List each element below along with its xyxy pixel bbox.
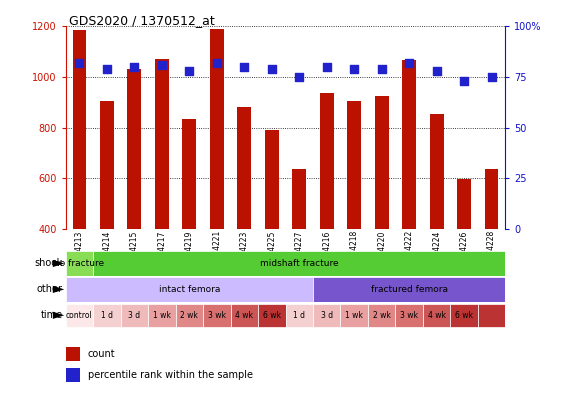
Bar <box>485 169 498 229</box>
Bar <box>478 304 505 327</box>
Text: control: control <box>66 311 93 320</box>
Text: intact femora: intact femora <box>159 285 220 294</box>
Bar <box>176 304 203 327</box>
Text: 3 wk: 3 wk <box>208 311 226 320</box>
Bar <box>375 96 388 229</box>
Text: GDS2020 / 1370512_at: GDS2020 / 1370512_at <box>69 14 214 27</box>
Bar <box>210 29 224 229</box>
Bar <box>368 304 395 327</box>
Point <box>130 64 139 70</box>
Bar <box>148 304 176 327</box>
Bar <box>457 179 471 229</box>
Bar <box>100 101 114 229</box>
Bar <box>66 251 93 276</box>
Bar <box>286 304 313 327</box>
Point <box>349 66 359 72</box>
Text: no fracture: no fracture <box>54 259 104 268</box>
Polygon shape <box>53 260 64 267</box>
Text: shock: shock <box>35 258 63 269</box>
Point <box>405 60 414 66</box>
Bar <box>183 119 196 229</box>
Bar <box>73 30 86 229</box>
Bar <box>155 59 168 229</box>
Text: fractured femora: fractured femora <box>371 285 448 294</box>
Bar <box>313 277 505 302</box>
Text: 3 d: 3 d <box>321 311 333 320</box>
Point <box>322 64 331 70</box>
Point <box>432 68 441 74</box>
Point <box>487 74 496 80</box>
Point <box>295 74 304 80</box>
Text: 1 d: 1 d <box>293 311 305 320</box>
Bar <box>120 304 148 327</box>
Bar <box>292 169 306 229</box>
Point <box>185 68 194 74</box>
Text: percentile rank within the sample: percentile rank within the sample <box>88 370 252 380</box>
Point <box>460 78 469 84</box>
Point <box>102 66 111 72</box>
Bar <box>320 94 333 229</box>
Text: 6 wk: 6 wk <box>455 311 473 320</box>
Text: 2 wk: 2 wk <box>373 311 391 320</box>
Point <box>240 64 249 70</box>
Polygon shape <box>53 286 64 293</box>
Point <box>75 60 84 66</box>
Bar <box>258 304 286 327</box>
Bar <box>238 107 251 229</box>
Point <box>377 66 386 72</box>
Polygon shape <box>53 312 64 319</box>
Text: count: count <box>88 349 115 359</box>
Text: 6 wk: 6 wk <box>263 311 281 320</box>
Bar <box>403 60 416 229</box>
Bar <box>347 101 361 229</box>
Bar <box>66 368 80 382</box>
Text: time: time <box>41 310 63 320</box>
Bar <box>265 130 279 229</box>
Text: 3 wk: 3 wk <box>400 311 418 320</box>
Bar <box>231 304 258 327</box>
Point <box>212 60 222 66</box>
Bar <box>313 304 340 327</box>
Bar <box>127 69 141 229</box>
Bar <box>340 304 368 327</box>
Text: 1 d: 1 d <box>101 311 113 320</box>
Text: 4 wk: 4 wk <box>235 311 254 320</box>
Bar <box>93 304 120 327</box>
Bar <box>66 304 93 327</box>
Text: 2 wk: 2 wk <box>180 311 198 320</box>
Bar <box>203 304 231 327</box>
Text: other: other <box>37 284 63 294</box>
Text: midshaft fracture: midshaft fracture <box>260 259 339 268</box>
Text: 1 wk: 1 wk <box>345 311 363 320</box>
Bar <box>423 304 451 327</box>
Bar <box>430 114 444 229</box>
Text: 1 wk: 1 wk <box>153 311 171 320</box>
Point <box>157 62 166 68</box>
Bar <box>395 304 423 327</box>
Bar <box>66 347 80 361</box>
Bar <box>66 277 313 302</box>
Text: 3 d: 3 d <box>128 311 140 320</box>
Text: 4 wk: 4 wk <box>428 311 445 320</box>
Point <box>267 66 276 72</box>
Bar <box>451 304 478 327</box>
